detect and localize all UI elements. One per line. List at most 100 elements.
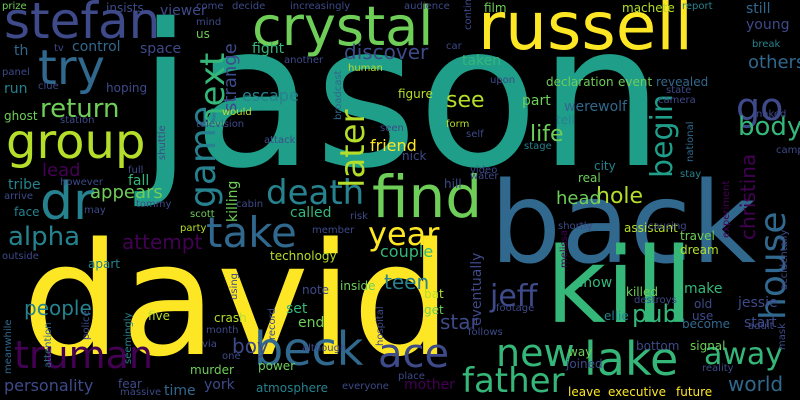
word-jeff: jeff [490, 279, 538, 314]
word-outside: outside [2, 251, 39, 262]
word-teen: teen [384, 270, 430, 294]
word-increasingly: increasingly [290, 1, 351, 12]
word-leave-executive-future: leave [568, 385, 601, 399]
word-beck: beck [254, 322, 364, 376]
word-people: people [24, 296, 92, 320]
word-clue: clue [38, 81, 59, 92]
word-called: called [290, 205, 332, 221]
word-stay: stay [680, 169, 702, 180]
word-mind: mind [196, 17, 222, 28]
word-nick: nick [402, 149, 427, 163]
word-head: head [556, 188, 601, 209]
word-atmosphere: atmosphere [256, 381, 328, 395]
word-stage: stage [524, 141, 552, 152]
word-use: use [692, 309, 714, 323]
word-record: record [267, 308, 278, 340]
word-travel: travel [680, 229, 715, 243]
word-adult: adult [748, 321, 774, 332]
word-month: month [206, 325, 239, 336]
word-personality: personality [4, 376, 94, 395]
word-shortly: shortly [558, 221, 593, 232]
word-father: father [462, 361, 565, 400]
word-control: control [72, 39, 121, 55]
word-dr: dr [40, 172, 95, 232]
word-party: party [180, 223, 207, 234]
word-truman: truman [14, 333, 153, 377]
word-massive: massive [120, 387, 162, 398]
word-film: film [484, 1, 507, 15]
word-panel: panel [2, 67, 30, 78]
word-young: young [746, 17, 790, 33]
word-experiment: experiment [721, 180, 732, 238]
word-arrive: arrive [4, 191, 34, 202]
word-tv: tv [54, 43, 64, 54]
word-bottom: bottom [636, 339, 680, 353]
word-machete: machete [622, 1, 675, 15]
word-death: death [266, 173, 365, 213]
word-fall: fall [128, 173, 150, 189]
word-executive: executive [608, 385, 667, 399]
word-hole: hole [596, 184, 644, 209]
word-figure: figure [398, 87, 433, 101]
word-insists: insists [106, 1, 144, 15]
word-scott: scott [190, 209, 215, 220]
word-hoping: hoping [106, 81, 148, 95]
word-see: see [446, 88, 485, 113]
word-return: return [40, 94, 120, 124]
word-water: water [470, 171, 499, 182]
word-lead: lead [42, 160, 81, 181]
word-power: power [258, 359, 296, 373]
word-go: go [736, 85, 784, 129]
word-although: although [302, 343, 347, 354]
word-new: new [496, 331, 575, 375]
word-world: world [728, 372, 784, 396]
word-take: take [206, 208, 297, 257]
word-footage: footage [496, 303, 535, 314]
word-year: year [368, 215, 440, 253]
word-upon: upon [490, 75, 516, 86]
word-hill: hill [444, 177, 462, 191]
word-eventually: eventually [469, 252, 485, 326]
word-seen: seen [380, 123, 404, 134]
word-end: end [298, 315, 325, 331]
word-car: car [446, 41, 462, 52]
word-meanwhile: meanwhile [3, 319, 14, 374]
word-face: face [14, 205, 40, 219]
word-back: back [490, 159, 757, 289]
word-state: state [666, 85, 692, 96]
word-revealed: revealed [656, 75, 709, 89]
word-inside: inside [340, 279, 376, 293]
word-try: try [38, 40, 105, 96]
word-still: still [746, 1, 771, 17]
word-tell: tell [556, 113, 575, 127]
word-murder: murder [190, 363, 234, 377]
word-joined: joined [566, 357, 603, 371]
word-dream: dream [680, 243, 719, 257]
word-lake: lake [584, 332, 679, 386]
word-everyone: everyone [342, 381, 389, 392]
word-break: break [752, 39, 781, 50]
word-station: station [60, 115, 95, 126]
word-seemingly: seemingly [123, 312, 134, 364]
word-jason: jason [138, 0, 665, 212]
word-national: national [685, 121, 696, 162]
word-follows: follows [468, 327, 503, 338]
word-technology: technology [270, 249, 337, 263]
word-another: another [284, 55, 324, 66]
word-attention: attention [43, 322, 54, 368]
word-david: david [22, 209, 452, 391]
word-tribe: tribe [8, 177, 41, 193]
word-group: group [6, 114, 146, 170]
word-attempt: attempt [122, 230, 203, 254]
word-boy: boy [232, 334, 269, 358]
word-melissa: melissa [559, 230, 570, 268]
word-show: show [576, 275, 613, 291]
word-fight: fight [252, 41, 285, 57]
word-however: however [60, 177, 103, 188]
word-become: become [682, 317, 731, 331]
word-human: human [348, 63, 383, 74]
word-full: full [128, 165, 144, 176]
word-five: five [148, 309, 171, 323]
word-place: place [398, 371, 425, 382]
